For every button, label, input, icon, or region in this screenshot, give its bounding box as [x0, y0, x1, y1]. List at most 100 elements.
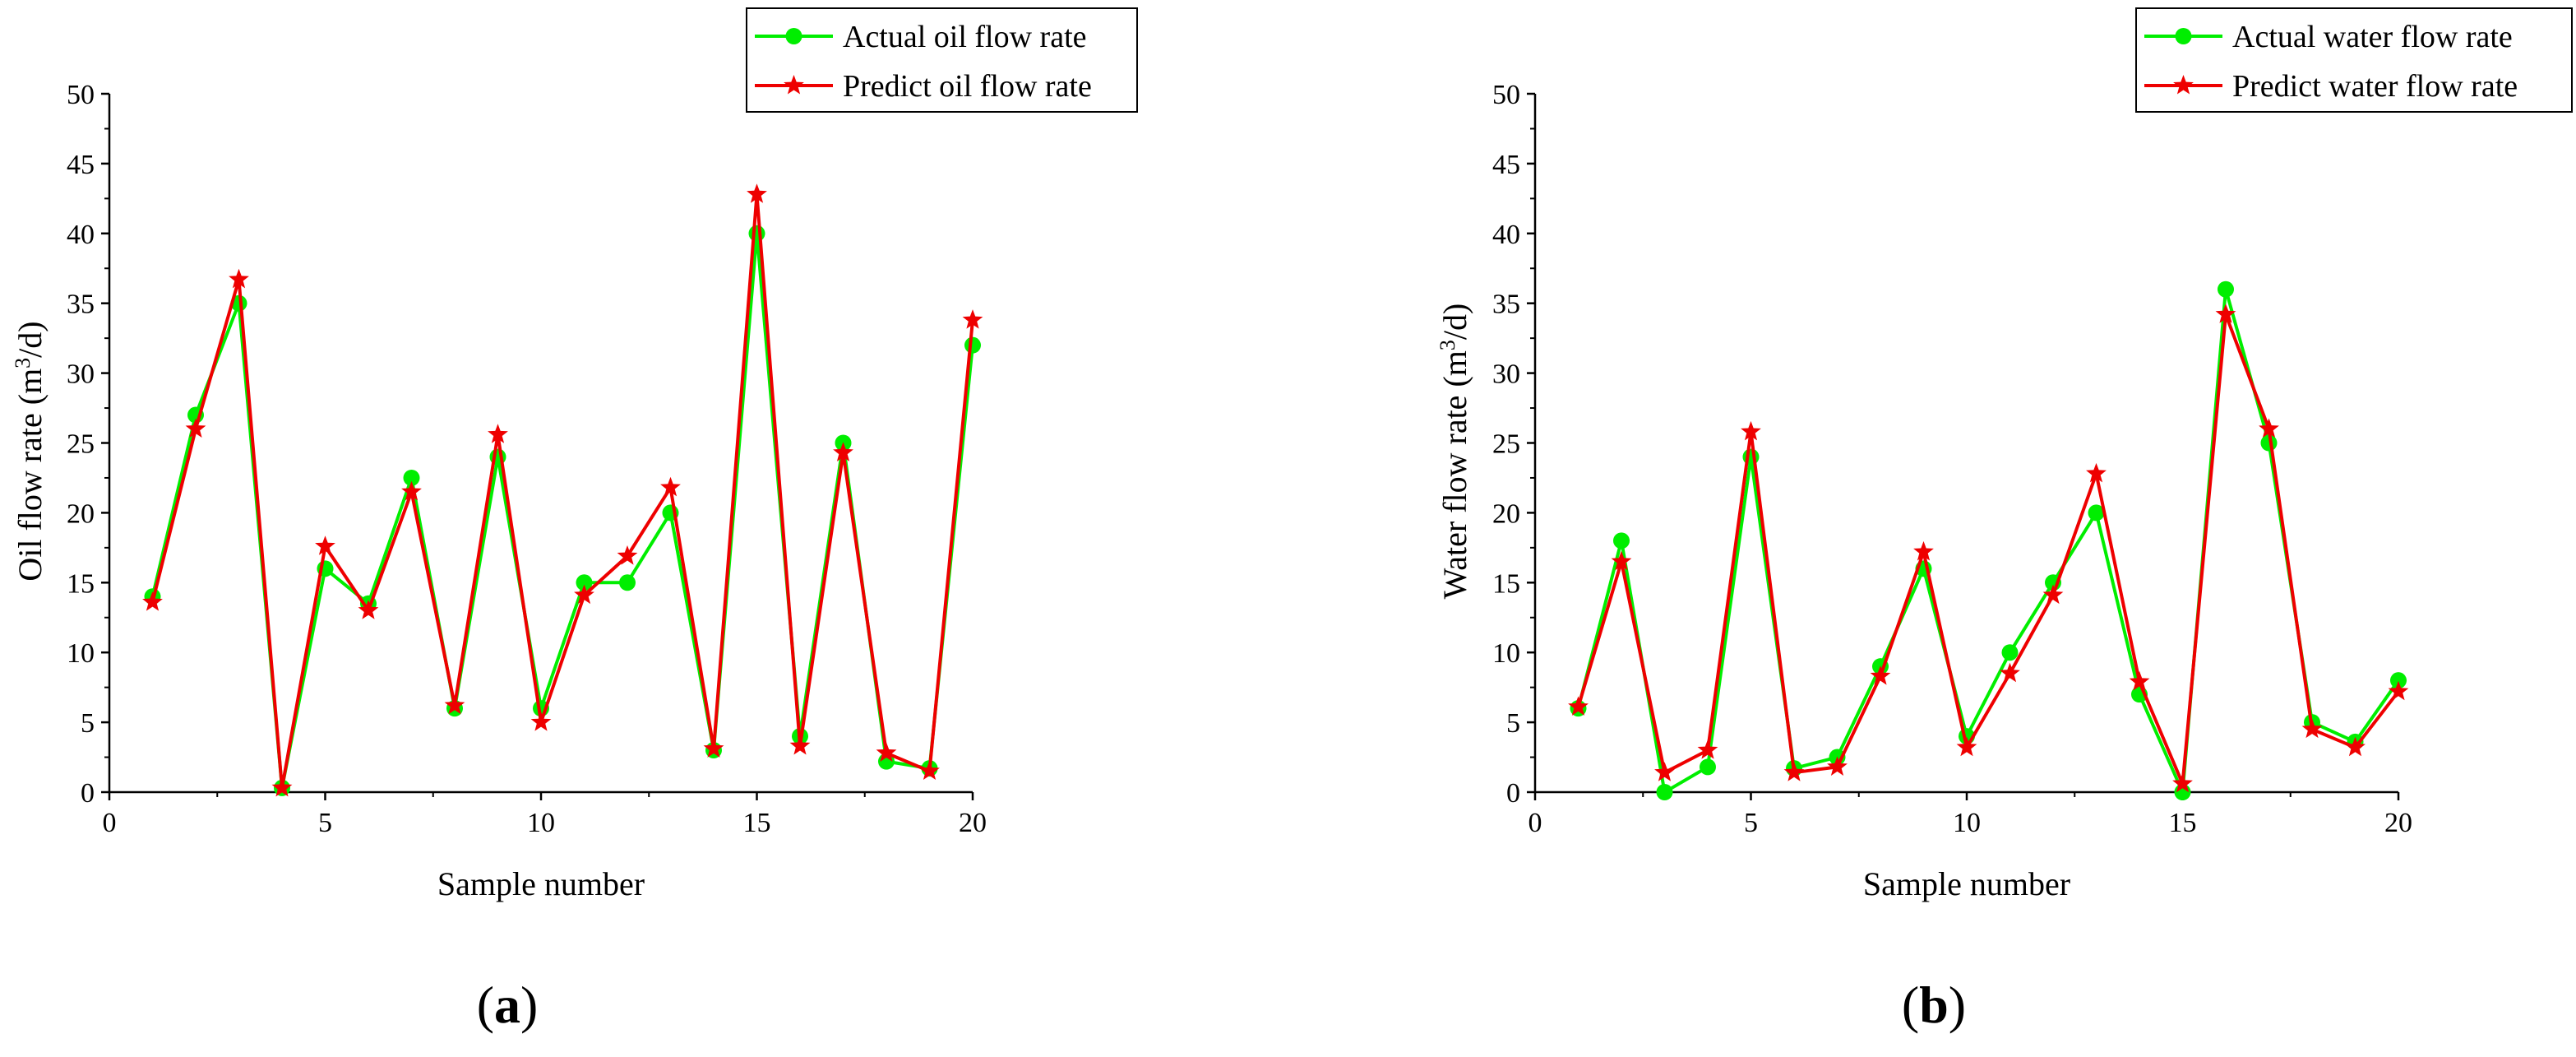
legend-label: Actual water flow rate [2232, 20, 2513, 54]
data-point [1956, 736, 1977, 757]
data-point [617, 545, 638, 565]
legend-marker [785, 28, 802, 44]
y-tick-label: 50 [67, 80, 95, 110]
data-point [1870, 665, 1891, 685]
y-tick-label: 5 [1506, 708, 1520, 739]
data-point [919, 760, 940, 780]
x-tick-label: 10 [527, 808, 555, 838]
data-point [1913, 540, 1934, 561]
y-axis-title: Oil flow rate (m3/d) [11, 321, 49, 581]
data-point [530, 712, 552, 731]
y-tick-label: 0 [81, 778, 95, 809]
y-tick-label: 25 [67, 429, 95, 460]
data-point [2215, 304, 2236, 323]
series-actual [144, 225, 981, 796]
data-point [789, 735, 811, 755]
y-tick-label: 30 [1492, 359, 1520, 390]
data-point [1697, 739, 1718, 759]
data-point [1656, 784, 1673, 800]
data-point [2088, 504, 2105, 522]
data-point [2042, 584, 2064, 605]
panel-label-close: ) [1949, 976, 1966, 1034]
data-point [2000, 662, 2020, 683]
y-tick-label: 45 [1492, 150, 1520, 180]
data-point [1827, 756, 1848, 776]
data-point [2345, 736, 2366, 757]
y-tick-label: 30 [67, 359, 95, 390]
data-point [185, 418, 206, 438]
legend-marker [2173, 75, 2194, 95]
data-point [488, 424, 508, 443]
legend-box [746, 7, 1138, 113]
y-tick-label: 45 [67, 150, 95, 180]
x-tick-label: 0 [103, 808, 117, 838]
x-tick-label: 5 [318, 808, 332, 838]
y-tick-label: 10 [1492, 638, 1520, 669]
data-point [2301, 718, 2323, 739]
data-point [2259, 418, 2279, 438]
data-point [703, 738, 724, 758]
y-tick-label: 10 [67, 638, 95, 669]
data-point [1654, 762, 1675, 781]
data-point [833, 442, 853, 461]
data-point [142, 591, 163, 611]
legend-box [2135, 7, 2573, 113]
y-tick-label: 15 [1492, 568, 1520, 599]
data-point [2086, 462, 2107, 483]
data-point [619, 574, 636, 591]
x-tick-label: 20 [959, 808, 987, 838]
x-tick-label: 5 [1744, 808, 1758, 838]
x-tick-label: 0 [1528, 808, 1542, 838]
data-point [1700, 758, 1716, 776]
legend-label: Actual oil flow rate [843, 20, 1087, 54]
data-point [403, 469, 420, 486]
y-axis-title-main: Water flow rate (m [1436, 350, 1473, 599]
panel-label: (b) [1902, 976, 1966, 1034]
panel-label: (a) [477, 976, 539, 1034]
series-line [150, 192, 974, 790]
y-tick-label: 20 [67, 498, 95, 529]
y-tick-label: 25 [1492, 429, 1520, 460]
y-tick-label: 50 [1492, 80, 1520, 110]
data-point [271, 777, 293, 797]
chart-panel-b: 0 5 10 15 20 25 30 35 40 45 50 0 5 10 15 20 Sample numbe… [1436, 7, 2573, 1034]
y-axis-title-main: Oil flow rate (m [12, 369, 49, 582]
data-point [962, 309, 983, 329]
data-point [2390, 672, 2407, 689]
data-point [1611, 550, 1632, 571]
data-point [576, 574, 593, 591]
panel-label-open: ( [477, 976, 494, 1034]
data-point [747, 183, 767, 203]
x-tick-label: 15 [743, 808, 771, 838]
y-tick-label: 40 [1492, 220, 1520, 250]
panel-label-close: ) [520, 976, 538, 1034]
data-point [315, 535, 335, 555]
series-line [1576, 313, 2400, 786]
chart-panel-a: 0 5 10 15 20 25 30 35 40 45 50 0 5 10 15 20 Sample numbe… [11, 7, 1138, 1034]
legend: Actual water flow rate Predict water flow… [2135, 7, 2573, 113]
panel-label-letter: b [1919, 976, 1949, 1034]
data-point [748, 225, 765, 242]
data-point [229, 268, 249, 289]
y-axis-title-superscript: 3 [11, 358, 35, 369]
data-point [964, 336, 981, 354]
data-point [1741, 420, 1761, 441]
data-point [2218, 280, 2234, 298]
data-point [574, 584, 594, 605]
y-tick-label: 20 [1492, 498, 1520, 529]
series-line [1576, 287, 2400, 794]
y-axis-title-suffix: /d) [1436, 304, 1473, 340]
y-tick-label: 40 [67, 220, 95, 250]
x-tick-label: 20 [2384, 808, 2412, 838]
y-tick-label: 35 [67, 290, 95, 320]
x-tick-label: 10 [1953, 808, 1981, 838]
series-predict [142, 183, 983, 797]
legend: Actual oil flow rate Predict oil flow rat… [746, 7, 1138, 113]
panel-label-letter: a [494, 976, 520, 1034]
x-axis-title: Sample number [1863, 865, 2070, 902]
data-point [358, 600, 379, 619]
data-point [660, 476, 681, 497]
series-predict [1568, 304, 2409, 793]
legend-label: Predict oil flow rate [843, 69, 1092, 104]
